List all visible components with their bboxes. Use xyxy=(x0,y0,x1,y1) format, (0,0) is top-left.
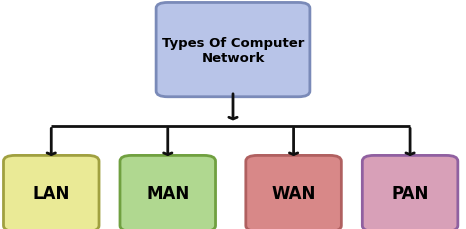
FancyBboxPatch shape xyxy=(363,156,458,229)
Text: LAN: LAN xyxy=(33,185,70,202)
FancyBboxPatch shape xyxy=(120,156,215,229)
FancyBboxPatch shape xyxy=(3,156,99,229)
Text: PAN: PAN xyxy=(391,185,429,202)
Text: WAN: WAN xyxy=(271,185,316,202)
FancyBboxPatch shape xyxy=(246,156,341,229)
Text: MAN: MAN xyxy=(146,185,189,202)
FancyBboxPatch shape xyxy=(156,3,310,97)
Text: Types Of Computer
Network: Types Of Computer Network xyxy=(162,36,304,64)
